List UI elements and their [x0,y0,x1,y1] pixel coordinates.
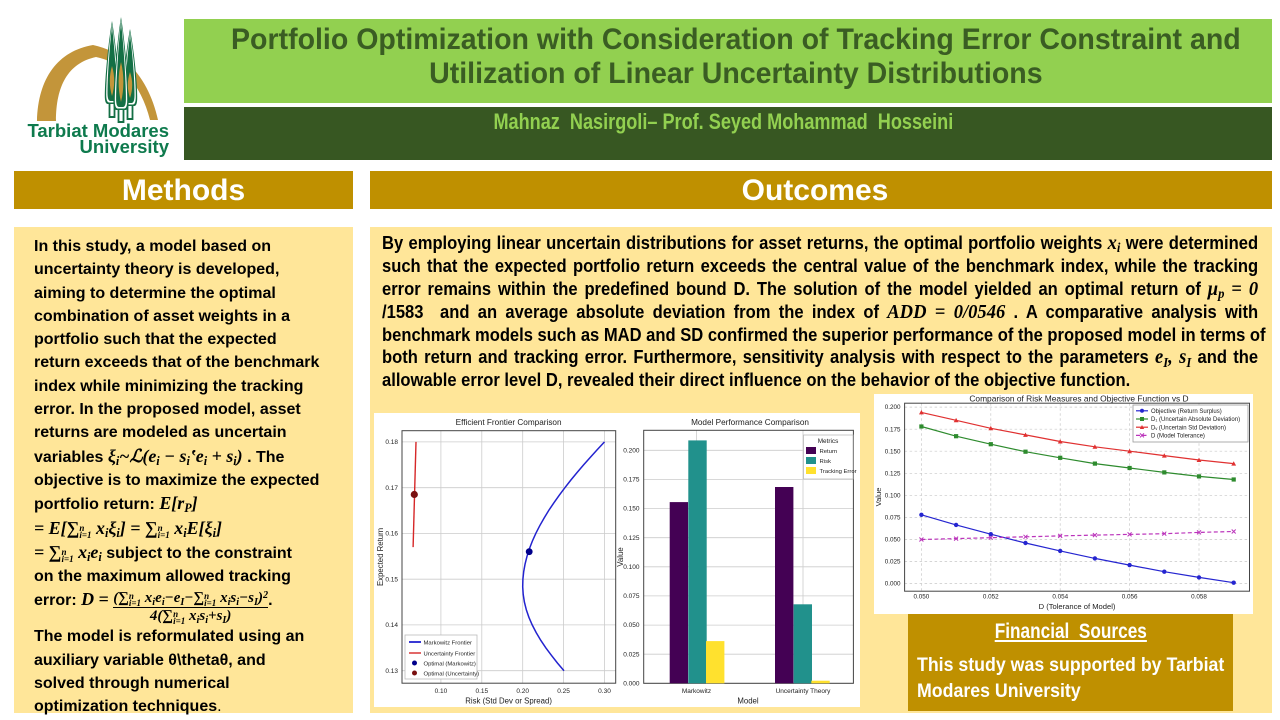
svg-text:Value: Value [874,488,883,507]
svg-text:Risk: Risk [820,459,832,465]
svg-text:Risk (Std Dev or Spread): Risk (Std Dev or Spread) [465,697,552,706]
svg-text:Value: Value [616,547,625,566]
svg-text:University: University [80,136,170,157]
svg-text:0.000: 0.000 [885,581,901,588]
svg-text:Expected Return: Expected Return [376,528,385,586]
svg-text:0.15: 0.15 [475,688,488,695]
svg-text:0.13: 0.13 [385,668,398,675]
svg-text:D (Tolerance of Model): D (Tolerance of Model) [1039,602,1116,611]
svg-text:0.056: 0.056 [1122,594,1138,601]
svg-text:0.050: 0.050 [623,622,640,629]
svg-text:0.150: 0.150 [885,448,901,455]
svg-text:Markowitz Frontier: Markowitz Frontier [424,640,472,646]
svg-text:Tarbiat Modares: Tarbiat Modares [27,120,169,141]
svg-text:0.175: 0.175 [623,477,640,484]
svg-text:0.100: 0.100 [885,492,901,499]
svg-text:0.025: 0.025 [623,651,640,658]
svg-text:0.18: 0.18 [385,439,398,446]
svg-text:0.25: 0.25 [557,688,570,695]
svg-text:0.052: 0.052 [983,594,999,601]
svg-text:0.100: 0.100 [623,564,640,571]
svg-text:Metrics: Metrics [818,438,839,445]
svg-text:Efficient Frontier Comparison: Efficient Frontier Comparison [456,418,562,427]
svg-text:0.175: 0.175 [885,426,901,433]
svg-text:0.200: 0.200 [885,404,901,411]
svg-text:0.17: 0.17 [385,485,398,492]
svg-text:Optimal (Markowitz): Optimal (Markowitz) [424,661,476,667]
svg-text:Markowitz: Markowitz [682,688,711,695]
svg-text:Optimal (Uncertainty): Optimal (Uncertainty) [424,671,480,677]
svg-text:Return: Return [820,449,838,455]
svg-text:0.054: 0.054 [1052,594,1068,601]
svg-text:0.075: 0.075 [623,593,640,600]
svg-text:D₁ (Uncertain Absolute Deviati: D₁ (Uncertain Absolute Deviation) [1151,417,1240,423]
svg-text:Objective (Return Surplus): Objective (Return Surplus) [1151,409,1222,415]
svg-text:Dᵥ (Uncertain Std Deviation): Dᵥ (Uncertain Std Deviation) [1151,425,1226,431]
svg-text:D (Model Tolerance): D (Model Tolerance) [1151,434,1205,440]
svg-text:Uncertainty Theory: Uncertainty Theory [776,688,832,695]
svg-text:Comparison of Risk Measures an: Comparison of Risk Measures and Objectiv… [969,394,1188,404]
svg-text:0.15: 0.15 [385,576,398,583]
svg-text:Tracking Error: Tracking Error [820,469,857,475]
svg-text:0.200: 0.200 [623,448,640,455]
svg-text:Model Performance Comparison: Model Performance Comparison [691,418,809,427]
svg-text:0.075: 0.075 [885,515,901,522]
svg-text:0.10: 0.10 [435,688,448,695]
svg-text:Uncertainty Frontier: Uncertainty Frontier [424,651,476,657]
svg-text:0.125: 0.125 [885,470,901,477]
svg-text:Model: Model [737,697,759,706]
svg-text:0.14: 0.14 [385,622,398,629]
svg-text:0.150: 0.150 [623,506,640,513]
svg-text:0.30: 0.30 [598,688,611,695]
svg-text:0.050: 0.050 [885,537,901,544]
svg-text:0.20: 0.20 [516,688,529,695]
svg-text:0.050: 0.050 [914,594,930,601]
svg-text:0.125: 0.125 [623,535,640,542]
svg-text:0.000: 0.000 [623,681,640,688]
svg-text:0.058: 0.058 [1191,594,1207,601]
svg-text:0.16: 0.16 [385,531,398,538]
svg-text:0.025: 0.025 [885,559,901,566]
